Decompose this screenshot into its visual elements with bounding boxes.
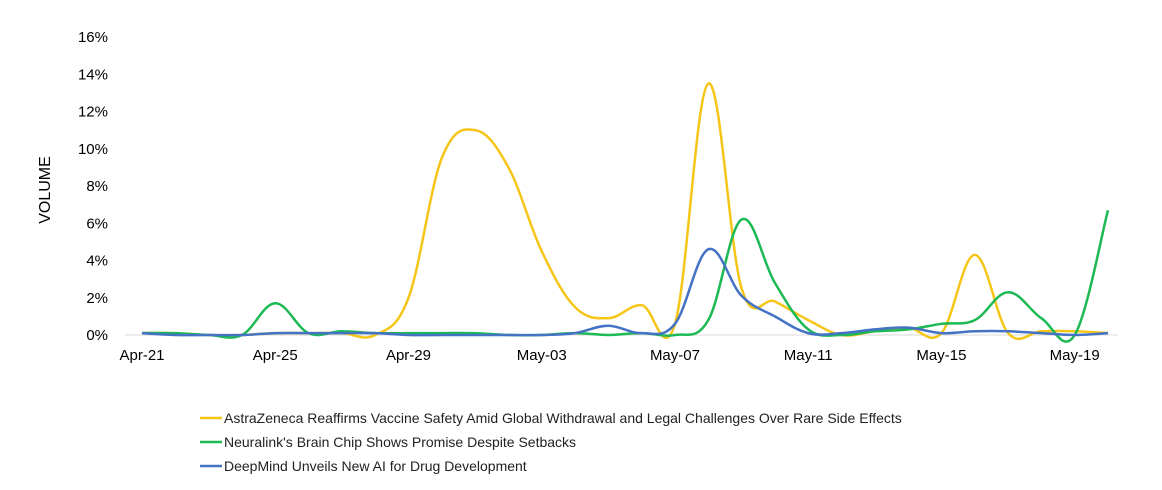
y-tick-label: 2% <box>86 290 108 307</box>
y-tick-label: 0% <box>86 327 108 344</box>
y-tick-label: 4% <box>86 253 108 270</box>
series-lines <box>141 82 1110 343</box>
legend-label: DeepMind Unveils New AI for Drug Develop… <box>224 458 527 474</box>
x-tick-label: Apr-25 <box>253 347 298 364</box>
x-tick-label: Apr-29 <box>386 347 431 364</box>
y-tick-label: 12% <box>78 104 108 121</box>
y-axis-tick-labels: 0% 2% 4% 6% 8% 10% 12% 14% 16% <box>78 29 108 344</box>
series-line-1 <box>141 82 1109 340</box>
series-line-3 <box>141 247 1109 337</box>
legend-label: Neuralink's Brain Chip Shows Promise Des… <box>224 434 576 450</box>
y-tick-label: 16% <box>78 29 108 46</box>
legend-label: AstraZeneca Reaffirms Vaccine Safety Ami… <box>224 410 902 426</box>
y-tick-label: 10% <box>78 141 108 158</box>
x-tick-label: May-15 <box>916 347 966 364</box>
x-tick-label: May-03 <box>517 347 567 364</box>
y-tick-label: 6% <box>86 215 108 232</box>
x-axis-tick-labels: Apr-21 Apr-25 Apr-29 May-03 May-07 May-11 May-… <box>119 347 1099 364</box>
x-tick-label: Apr-21 <box>119 347 164 364</box>
y-axis-title: VOLUME <box>37 156 54 224</box>
legend: AstraZeneca Reaffirms Vaccine Safety Ami… <box>200 410 902 474</box>
x-tick-label: May-19 <box>1050 347 1100 364</box>
x-tick-label: May-11 <box>784 347 833 364</box>
x-tick-label: May-07 <box>650 347 700 364</box>
y-tick-label: 14% <box>78 66 108 83</box>
y-tick-label: 8% <box>86 178 108 195</box>
